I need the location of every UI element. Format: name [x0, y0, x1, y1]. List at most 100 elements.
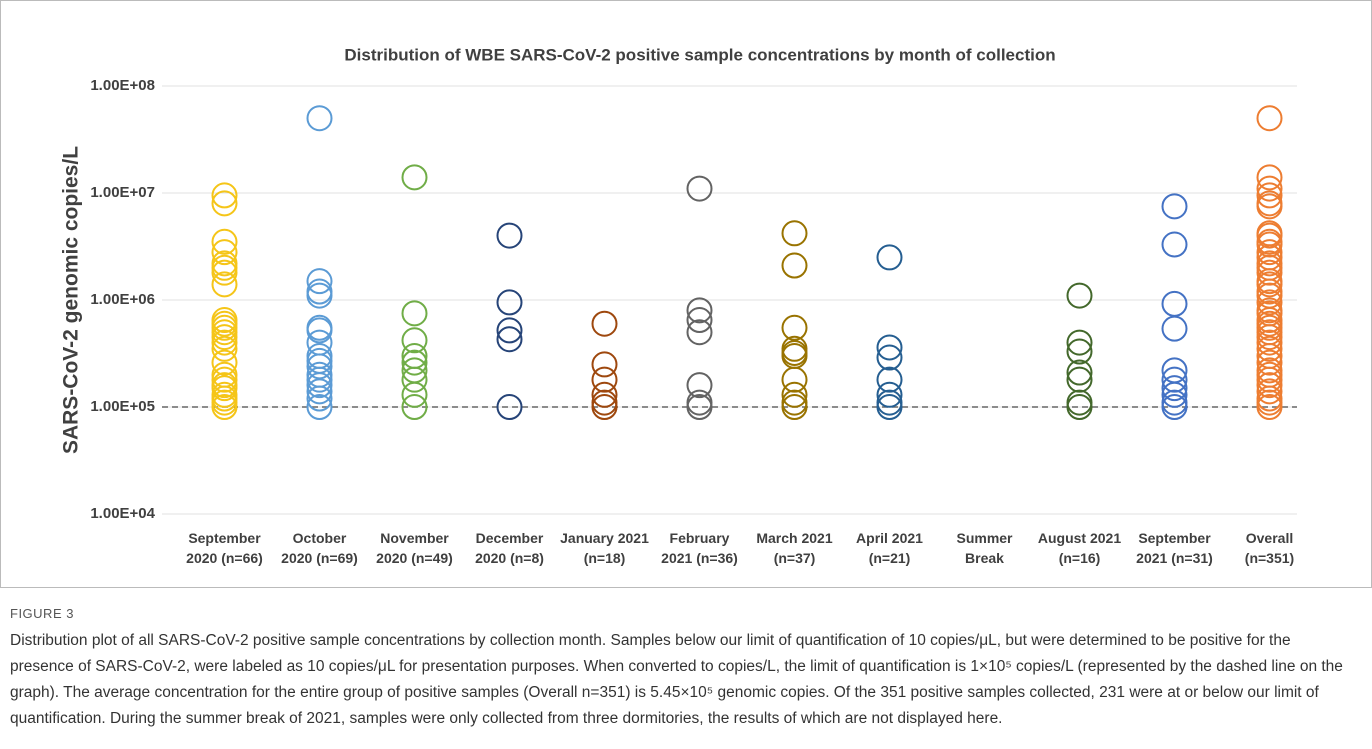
- x-tick-label: April 2021 (n=21): [856, 530, 923, 566]
- data-point: [211, 259, 238, 286]
- data-point: [686, 319, 713, 346]
- data-point: [1256, 366, 1283, 393]
- x-tick-label: December 2020 (n=8): [475, 530, 544, 566]
- data-point: [211, 190, 238, 217]
- data-point: [1256, 335, 1283, 362]
- data-point: [781, 381, 808, 408]
- x-tick-label: Overall (n=351): [1244, 530, 1295, 566]
- x-tick-label: March 2021 (n=37): [756, 530, 833, 566]
- data-point: [1256, 239, 1283, 266]
- data-point: [1256, 105, 1283, 132]
- data-point: [781, 394, 808, 420]
- data-point: [1256, 222, 1283, 249]
- data-point: [781, 252, 808, 279]
- data-point: [211, 324, 238, 351]
- data-point: [306, 268, 333, 295]
- data-point: [876, 381, 903, 408]
- data-point: [306, 372, 333, 399]
- data-point: [1161, 315, 1188, 342]
- data-point: [781, 314, 808, 341]
- data-point: [1066, 359, 1093, 386]
- y-tick-label: 1.00E+05: [90, 398, 155, 415]
- chart: Distribution of WBE SARS-CoV-2 positive …: [60, 45, 1297, 522]
- data-point: [211, 228, 238, 255]
- y-tick-label: 1.00E+07: [90, 184, 155, 201]
- data-point: [211, 335, 238, 362]
- data-point: [211, 375, 238, 402]
- data-point: [401, 300, 428, 327]
- data-point: [401, 342, 428, 369]
- x-tick-label: September 2020 (n=66): [186, 530, 263, 566]
- data-point: [306, 282, 333, 309]
- data-point: [1161, 290, 1188, 317]
- data-point: [591, 394, 618, 420]
- data-point: [401, 381, 428, 408]
- data-point: [1256, 259, 1283, 286]
- chart-title: Distribution of WBE SARS-CoV-2 positive …: [344, 45, 1055, 64]
- data-point: [1066, 394, 1093, 420]
- data-point: [306, 394, 333, 420]
- data-point: [686, 175, 713, 202]
- data-point: [1256, 329, 1283, 356]
- data-point: [876, 366, 903, 393]
- data-point: [496, 394, 523, 420]
- data-point: [496, 326, 523, 353]
- x-tick-label: January 2021 (n=18): [560, 530, 649, 566]
- data-point: [591, 381, 618, 408]
- data-point: [1161, 394, 1188, 420]
- data-point: [496, 289, 523, 316]
- y-tick-label: 1.00E+08: [90, 77, 155, 94]
- data-point: [496, 222, 523, 249]
- data-point: [306, 353, 333, 380]
- data-point: [1066, 338, 1093, 365]
- data-point: [306, 366, 333, 393]
- y-axis-label: SARS-CoV-2 genomic copies/L: [60, 146, 83, 454]
- data-point: [211, 394, 238, 420]
- x-tick-label: September 2021 (n=31): [1136, 530, 1213, 566]
- data-point: [211, 349, 238, 376]
- x-tick-label: October 2020 (n=69): [281, 530, 358, 566]
- data-point: [686, 297, 713, 324]
- data-point: [781, 220, 808, 247]
- data-point: [496, 317, 523, 344]
- data-point: [1066, 329, 1093, 356]
- data-point: [686, 307, 713, 334]
- data-point: [401, 394, 428, 420]
- data-point: [1256, 394, 1283, 420]
- data-point: [1161, 231, 1188, 258]
- data-point: [1256, 378, 1283, 405]
- x-tick-label: Summer Break: [956, 530, 1013, 566]
- y-tick-label: 1.00E+06: [90, 291, 155, 308]
- data-point: [686, 372, 713, 399]
- data-point: [1256, 175, 1283, 202]
- x-tick-label: November 2020 (n=49): [376, 530, 453, 566]
- data-point: [1256, 164, 1283, 191]
- data-point: [306, 378, 333, 405]
- data-point: [1161, 193, 1188, 220]
- data-point: [1161, 375, 1188, 402]
- data-point: [686, 394, 713, 420]
- data-point: [401, 349, 428, 376]
- figure-label: FIGURE 3: [10, 606, 74, 621]
- data-point: [1256, 289, 1283, 316]
- x-tick-label: February 2021 (n=36): [661, 530, 738, 566]
- data-point: [1066, 366, 1093, 393]
- data-point: [1256, 324, 1283, 351]
- data-point: [1256, 271, 1283, 298]
- data-point: [211, 329, 238, 356]
- data-point: [876, 344, 903, 371]
- data-point: [591, 310, 618, 337]
- data-point: [876, 244, 903, 271]
- data-point: [211, 239, 238, 266]
- data-point: [211, 271, 238, 298]
- data-point: [306, 385, 333, 412]
- data-point: [211, 182, 238, 209]
- data-point: [591, 351, 618, 378]
- data-point: [781, 366, 808, 393]
- data-point: [401, 164, 428, 191]
- data-point: [306, 342, 333, 369]
- data-point: [876, 334, 903, 361]
- data-point: [306, 105, 333, 132]
- data-point: [1256, 372, 1283, 399]
- data-point: [401, 327, 428, 354]
